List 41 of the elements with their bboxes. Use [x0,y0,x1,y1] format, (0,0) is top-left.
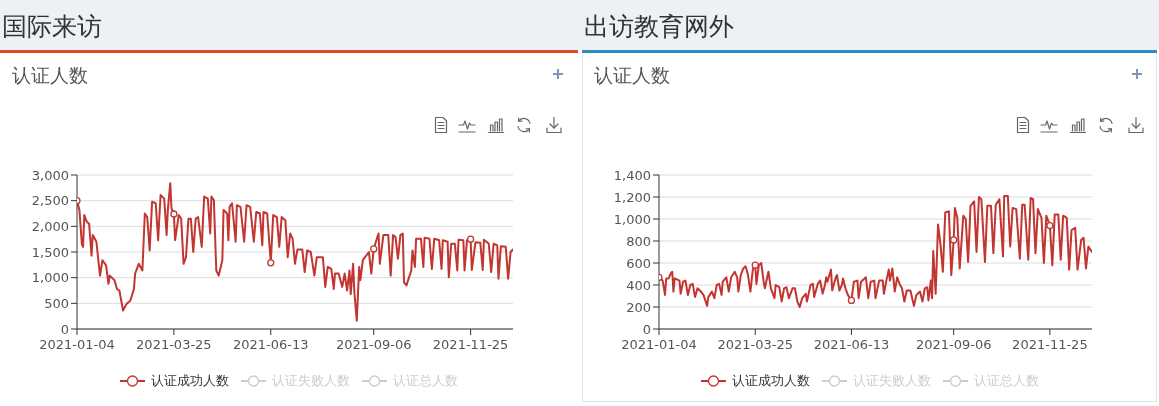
point [466,235,475,243]
y-tick-label: 1,000 [31,270,69,286]
x-tick-label: 2021-06-13 [813,337,890,353]
y-tick-label: 800 [626,233,651,249]
chart-title: 出访教育网外 [584,12,734,42]
line-series [659,194,1092,308]
y-tick-label: 0 [60,321,69,337]
point [847,296,856,305]
y-tick-label: 2,500 [31,193,69,209]
y-tick-label: 500 [44,295,69,311]
point [751,261,759,269]
point [267,259,275,267]
y-tick-label: 3,000 [31,167,69,183]
x-tick-label: 2021-11-25 [432,337,509,353]
y-tick-label: 600 [626,255,651,271]
y-tick-label: 1,200 [613,189,651,205]
x-tick-label: 2021-09-06 [915,337,992,353]
point [950,236,958,244]
y-tick-label: 200 [626,299,651,315]
line-series [77,182,513,322]
y-tick-label: 400 [626,277,651,293]
x-tick-label: 2021-11-25 [1012,337,1088,353]
legend-label: 认证成功人数 [151,372,229,390]
y-tick-label: 2,000 [31,218,69,234]
y-tick-label: 1,000 [613,211,651,227]
x-tick-label: 2021-01-04 [39,337,115,353]
x-tick-label: 2021-03-25 [717,337,793,353]
y-tick-label: 1,400 [613,167,651,183]
x-tick-label: 2021-01-04 [621,337,697,353]
point [170,210,178,218]
x-tick-label: 2021-03-25 [136,337,212,353]
chart-title: 国际来访 [2,12,102,42]
y-tick-label: 1,500 [31,244,69,260]
x-tick-label: 2021-06-13 [233,337,309,353]
point [1046,221,1054,230]
chart-subtitle: 认证人数 [12,63,88,87]
point [370,245,378,253]
legend-label: 认证成功人数 [731,372,810,390]
chart-subtitle: 认证人数 [594,63,670,87]
y-tick-label: 0 [642,321,651,337]
x-tick-label: 2021-09-06 [335,337,412,353]
